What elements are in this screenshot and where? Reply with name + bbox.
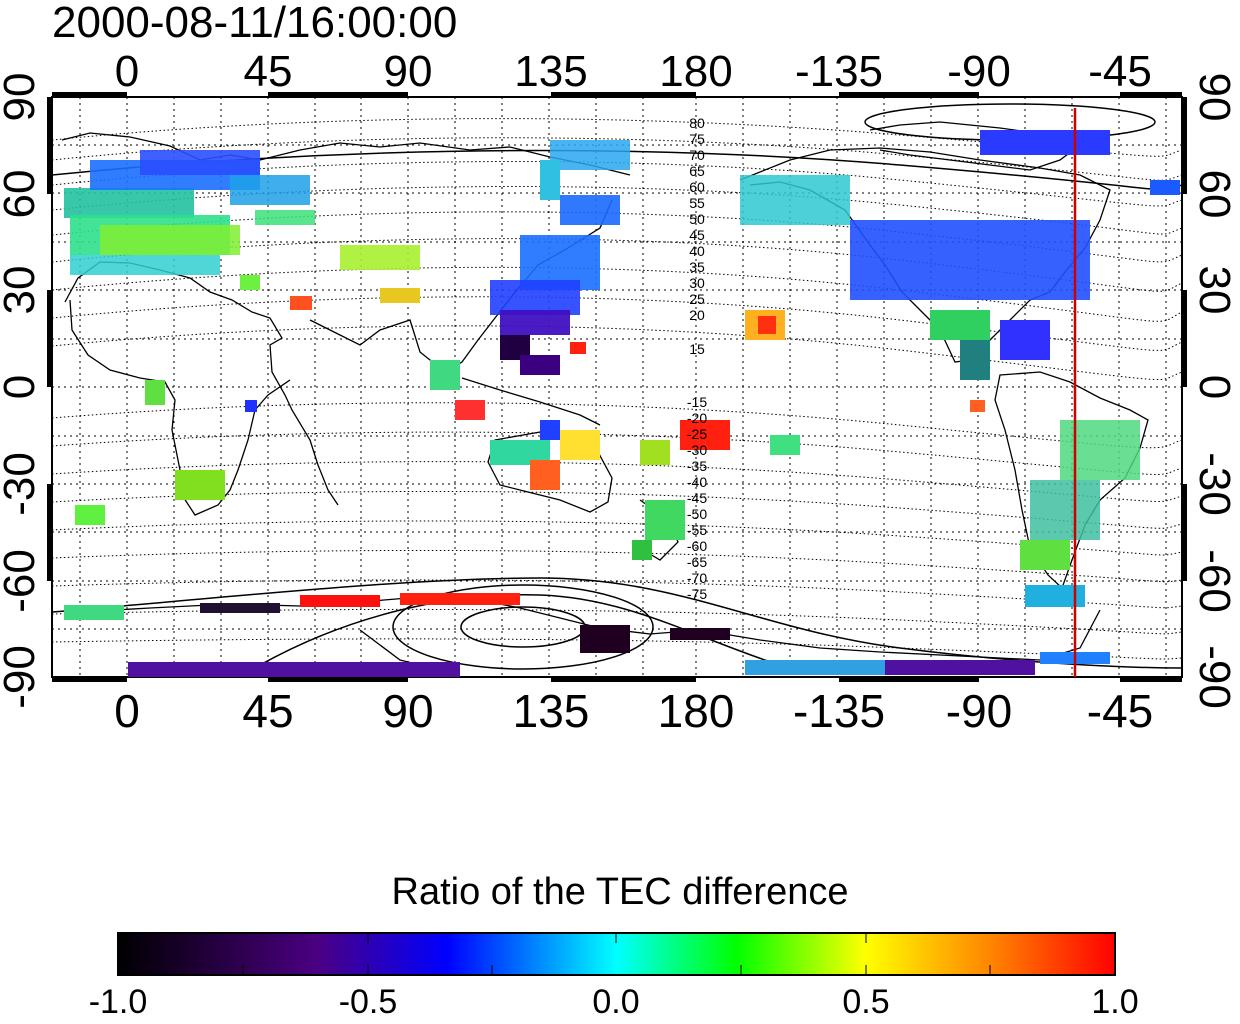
contour-label: -65 (687, 554, 707, 570)
contour-label: 80 (689, 115, 705, 131)
lat-tick-label: -90 (1190, 645, 1239, 709)
contour-label: -75 (687, 586, 707, 602)
lon-tick-label: -90 (946, 685, 1012, 737)
lon-tick-labels-top: 0 45 90 135 180 -135 -90 -45 (115, 47, 1152, 96)
lat-tick-labels-left: 90 60 30 0 -30 -60 -90 (0, 73, 44, 709)
contour-label: 55 (689, 195, 705, 211)
contour-label: 65 (689, 163, 705, 179)
lon-tick-label: 135 (513, 685, 590, 737)
lat-tick-label: 90 (0, 73, 44, 122)
lon-tick-label: 45 (244, 47, 293, 96)
lon-tick-label: -135 (793, 685, 885, 737)
contour-label: -35 (687, 458, 707, 474)
plot-title: 2000-08-11/16:00:00 (52, 0, 458, 47)
contour-label: -20 (687, 410, 707, 426)
lon-tick-label: 45 (242, 685, 293, 737)
contour-label: -50 (687, 506, 707, 522)
colorbar-tick: -1.0 (88, 983, 148, 1021)
contour-label: -45 (687, 490, 707, 506)
contour-label: -30 (687, 442, 707, 458)
contour-label: 60 (689, 179, 705, 195)
lat-tick-label: 0 (1190, 375, 1239, 399)
contour-labels-south: -15-20-25-30-35-40-45-50-55-60-65-70-75 (687, 394, 707, 602)
contour-label: -55 (687, 522, 707, 538)
lon-tick-labels-bottom: 0 45 90 135 180 -135 -90 -45 (114, 685, 1153, 737)
lon-tick-label: -45 (1087, 685, 1153, 737)
lon-tick-label: 180 (658, 685, 735, 737)
colorbar-tick-labels: -1.0 -0.5 0.0 0.5 1.0 (0, 982, 1240, 1024)
lat-tick-label: 90 (1190, 73, 1239, 122)
lat-tick-label: 60 (1190, 170, 1239, 219)
contour-label: -15 (687, 394, 707, 410)
lon-tick-label: 90 (382, 685, 433, 737)
colorbar-tick: 0.5 (842, 983, 890, 1021)
contour-label: -40 (687, 474, 707, 490)
lon-tick-label: 0 (115, 47, 139, 96)
colorbar-tick: 0.0 (592, 983, 640, 1021)
lon-tick-label: -135 (795, 47, 883, 96)
contour-label: 45 (689, 227, 705, 243)
colorbar-title: Ratio of the TEC difference (391, 871, 849, 913)
lon-tick-label: 180 (659, 47, 732, 96)
colorbar-tick: -0.5 (338, 983, 398, 1021)
contour-label: 30 (689, 275, 705, 291)
colorbar-minor-ticks (242, 933, 991, 975)
lon-tick-label: -90 (947, 47, 1011, 96)
contour-label: -25 (687, 426, 707, 442)
tec-data (64, 130, 1180, 677)
lat-tick-label: -30 (0, 452, 44, 516)
contour-label: 50 (689, 211, 705, 227)
contour-label: -60 (687, 538, 707, 554)
contour-label: 15 (689, 341, 705, 357)
contour-label: 40 (689, 243, 705, 259)
contour-label: 20 (689, 307, 705, 323)
contour-label: 75 (689, 131, 705, 147)
lat-tick-label: -60 (1190, 549, 1239, 613)
lat-tick-label: 30 (1190, 266, 1239, 315)
lat-tick-labels-right: 90 60 30 0 -30 -60 -90 (1190, 73, 1239, 709)
axis-bars (47, 92, 1187, 682)
contour-label: -70 (687, 570, 707, 586)
lon-tick-label: 90 (384, 47, 433, 96)
contour-label: 70 (689, 147, 705, 163)
lat-tick-label: 60 (0, 170, 44, 219)
contour-label: 25 (689, 291, 705, 307)
lon-tick-label: 135 (514, 47, 587, 96)
lon-tick-label: 0 (114, 685, 140, 737)
contour-label: 35 (689, 259, 705, 275)
lat-tick-label: -30 (1190, 452, 1239, 516)
lat-tick-label: 30 (0, 266, 44, 315)
colorbar-tick: 1.0 (1091, 983, 1139, 1021)
lon-tick-label: -45 (1088, 47, 1152, 96)
lat-tick-label: -90 (0, 645, 44, 709)
lat-tick-label: -60 (0, 549, 44, 613)
lat-tick-label: 0 (0, 375, 44, 399)
